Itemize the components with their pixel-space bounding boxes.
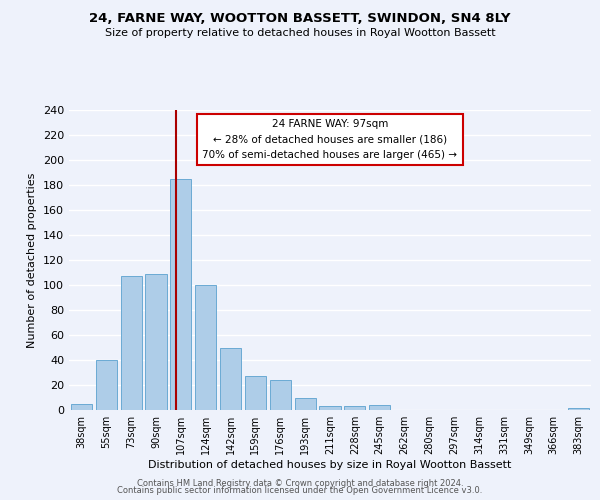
Bar bbox=[568, 408, 589, 410]
Bar bbox=[369, 405, 390, 410]
Bar bbox=[220, 348, 241, 410]
Bar bbox=[170, 179, 191, 410]
Bar bbox=[96, 360, 117, 410]
Bar bbox=[245, 376, 266, 410]
Text: Size of property relative to detached houses in Royal Wootton Bassett: Size of property relative to detached ho… bbox=[104, 28, 496, 38]
Text: Contains HM Land Registry data © Crown copyright and database right 2024.: Contains HM Land Registry data © Crown c… bbox=[137, 478, 463, 488]
Bar bbox=[145, 274, 167, 410]
Bar bbox=[295, 398, 316, 410]
Bar bbox=[344, 406, 365, 410]
Text: 24, FARNE WAY, WOOTTON BASSETT, SWINDON, SN4 8LY: 24, FARNE WAY, WOOTTON BASSETT, SWINDON,… bbox=[89, 12, 511, 26]
Bar bbox=[270, 380, 291, 410]
Text: 24 FARNE WAY: 97sqm
← 28% of detached houses are smaller (186)
70% of semi-detac: 24 FARNE WAY: 97sqm ← 28% of detached ho… bbox=[203, 119, 458, 160]
Bar bbox=[319, 406, 341, 410]
X-axis label: Distribution of detached houses by size in Royal Wootton Bassett: Distribution of detached houses by size … bbox=[148, 460, 512, 470]
Text: Contains public sector information licensed under the Open Government Licence v3: Contains public sector information licen… bbox=[118, 486, 482, 495]
Y-axis label: Number of detached properties: Number of detached properties bbox=[28, 172, 37, 348]
Bar bbox=[121, 276, 142, 410]
Bar bbox=[195, 285, 216, 410]
Bar bbox=[71, 404, 92, 410]
